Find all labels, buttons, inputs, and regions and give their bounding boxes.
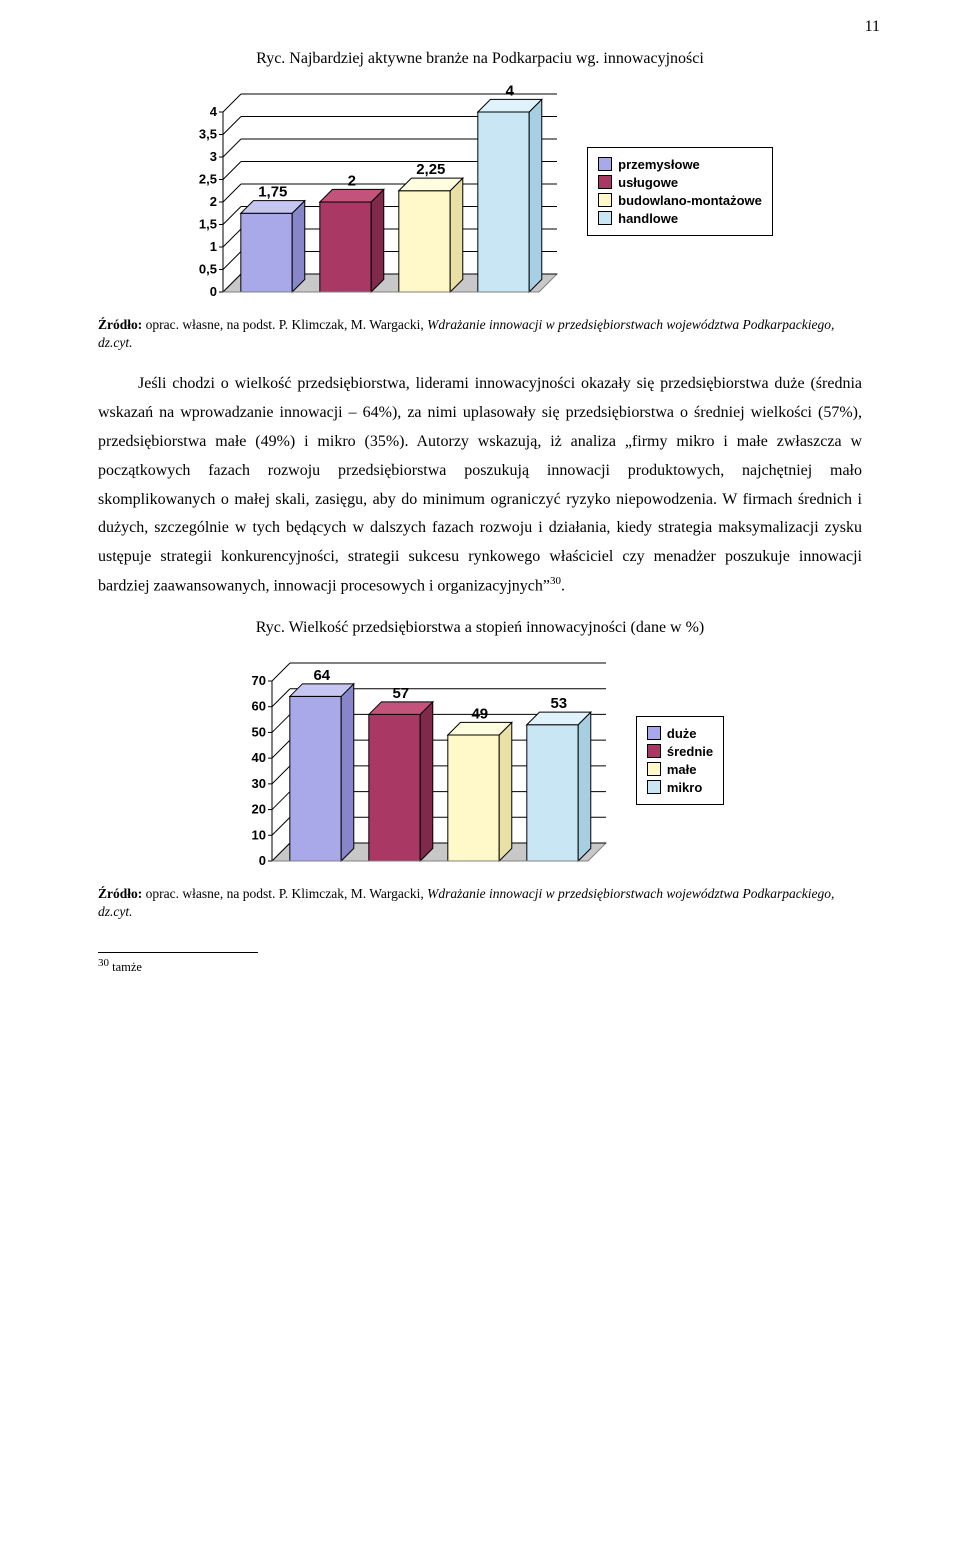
legend-swatch bbox=[647, 780, 661, 794]
source-text: oprac. własne, na podst. P. Klimczak, M.… bbox=[142, 317, 427, 332]
legend-item: handlowe bbox=[598, 211, 762, 226]
svg-text:0: 0 bbox=[259, 853, 266, 868]
svg-text:20: 20 bbox=[251, 802, 265, 817]
svg-text:50: 50 bbox=[251, 725, 265, 740]
svg-text:2,25: 2,25 bbox=[416, 161, 445, 178]
figure1-svg: 0 0,5 1 1,5 2 2,5 3 3,5 4 1,75 2 2,25 4 bbox=[187, 76, 567, 306]
svg-text:4: 4 bbox=[210, 104, 218, 119]
page-number: 11 bbox=[865, 18, 880, 36]
legend-label: usługowe bbox=[618, 175, 678, 190]
svg-text:3,5: 3,5 bbox=[199, 127, 217, 142]
legend-label: handlowe bbox=[618, 211, 678, 226]
legend-swatch bbox=[647, 726, 661, 740]
svg-text:40: 40 bbox=[251, 750, 265, 765]
svg-text:57: 57 bbox=[392, 685, 409, 702]
figure1-title: Ryc. Najbardziej aktywne branże na Podka… bbox=[98, 50, 862, 68]
svg-text:10: 10 bbox=[251, 827, 265, 842]
source-label: Źródło: bbox=[98, 886, 142, 901]
paragraph-text: Jeśli chodzi o wielkość przedsiębiorstwa… bbox=[98, 375, 862, 594]
svg-text:2: 2 bbox=[348, 172, 356, 189]
legend-swatch bbox=[647, 762, 661, 776]
footnote-rule bbox=[98, 952, 258, 953]
svg-text:2,5: 2,5 bbox=[199, 172, 217, 187]
svg-text:1,5: 1,5 bbox=[199, 217, 217, 232]
legend-swatch bbox=[598, 157, 612, 171]
svg-text:0,5: 0,5 bbox=[199, 262, 217, 277]
svg-text:4: 4 bbox=[506, 82, 515, 99]
legend-item: usługowe bbox=[598, 175, 762, 190]
footnote: 30 tamże bbox=[98, 957, 862, 975]
svg-text:2: 2 bbox=[210, 194, 217, 209]
svg-text:64: 64 bbox=[313, 667, 330, 684]
legend-swatch bbox=[598, 175, 612, 189]
legend-swatch bbox=[598, 193, 612, 207]
legend-label: duże bbox=[667, 726, 697, 741]
legend-item: duże bbox=[647, 726, 713, 741]
figure2-chart: 0 10 20 30 40 50 60 70 64 57 49 53 bbox=[236, 645, 616, 875]
legend-swatch bbox=[647, 744, 661, 758]
legend-label: budowlano-montażowe bbox=[618, 193, 762, 208]
figure1-source: Źródło: oprac. własne, na podst. P. Klim… bbox=[98, 316, 862, 352]
svg-text:1: 1 bbox=[210, 239, 217, 254]
footnote-ref: 30 bbox=[550, 575, 561, 587]
legend-label: średnie bbox=[667, 744, 713, 759]
svg-text:49: 49 bbox=[471, 706, 488, 723]
legend-item: średnie bbox=[647, 744, 713, 759]
svg-text:30: 30 bbox=[251, 776, 265, 791]
svg-text:3: 3 bbox=[210, 149, 217, 164]
svg-text:53: 53 bbox=[550, 695, 567, 712]
figure1-chart: 0 0,5 1 1,5 2 2,5 3 3,5 4 1,75 2 2,25 4 bbox=[187, 76, 567, 306]
paragraph-tail: . bbox=[561, 577, 565, 594]
figure2-title: Ryc. Wielkość przedsiębiorstwa a stopień… bbox=[98, 619, 862, 637]
svg-text:60: 60 bbox=[251, 699, 265, 714]
figure1-legend: przemysłowe usługowe budowlano-montażowe ha… bbox=[587, 147, 773, 236]
source-label: Źródło: bbox=[98, 317, 142, 332]
figure2-legend: duże średnie małe mikro bbox=[636, 716, 724, 805]
figure2-svg: 0 10 20 30 40 50 60 70 64 57 49 53 bbox=[236, 645, 616, 875]
figure1: 0 0,5 1 1,5 2 2,5 3 3,5 4 1,75 2 2,25 4 przemysłowe u… bbox=[98, 76, 862, 306]
legend-label: małe bbox=[667, 762, 697, 777]
figure2: 0 10 20 30 40 50 60 70 64 57 49 53 duże średnie małe m… bbox=[98, 645, 862, 875]
legend-item: mikro bbox=[647, 780, 713, 795]
footnote-number: 30 bbox=[98, 957, 109, 969]
legend-label: przemysłowe bbox=[618, 157, 700, 172]
svg-text:0: 0 bbox=[210, 284, 217, 299]
legend-swatch bbox=[598, 211, 612, 225]
legend-item: przemysłowe bbox=[598, 157, 762, 172]
figure2-source: Źródło: oprac. własne, na podst. P. Klim… bbox=[98, 885, 862, 921]
footnote-text: tamże bbox=[109, 960, 142, 974]
legend-label: mikro bbox=[667, 780, 702, 795]
source-text: oprac. własne, na podst. P. Klimczak, M.… bbox=[142, 886, 427, 901]
legend-item: małe bbox=[647, 762, 713, 777]
svg-text:70: 70 bbox=[251, 673, 265, 688]
body-paragraph: Jeśli chodzi o wielkość przedsiębiorstwa… bbox=[98, 370, 862, 601]
svg-text:1,75: 1,75 bbox=[258, 184, 287, 201]
legend-item: budowlano-montażowe bbox=[598, 193, 762, 208]
